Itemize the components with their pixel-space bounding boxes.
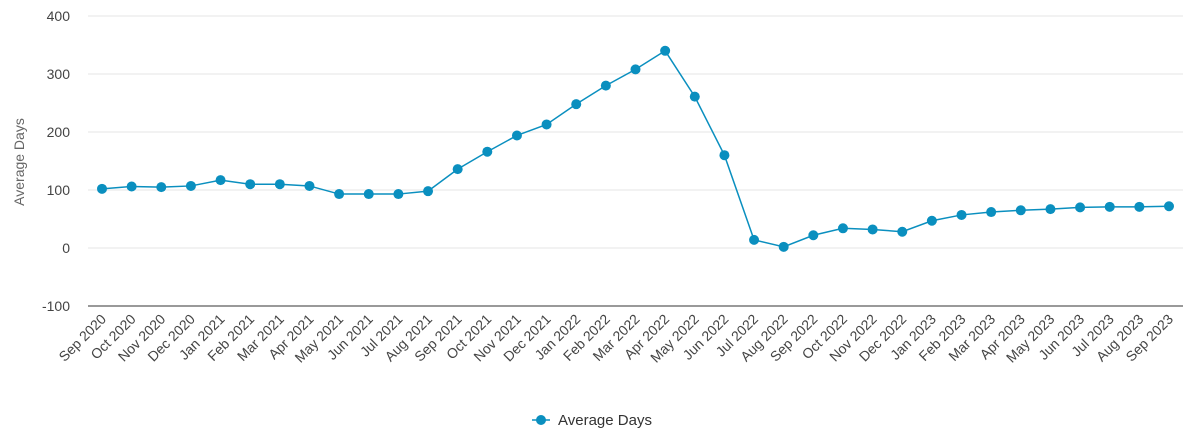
data-point[interactable] [393,189,404,200]
data-point[interactable] [541,119,552,130]
data-point[interactable] [1104,201,1115,212]
data-point[interactable] [986,207,997,218]
data-point[interactable] [600,80,611,91]
data-point[interactable] [956,209,967,220]
data-point[interactable] [808,230,819,241]
data-point[interactable] [215,175,226,186]
data-point[interactable] [926,215,937,226]
data-point[interactable] [185,180,196,191]
legend-swatch-marker [536,415,546,425]
data-point[interactable] [630,64,641,75]
y-axis-tick-labels: -100 0 100 200 300 400 [42,8,70,314]
y-axis-title: Average Days [11,118,27,206]
data-point[interactable] [749,234,760,245]
y-tick-label: 300 [47,66,71,82]
data-point[interactable] [719,150,730,161]
y-tick-label: 200 [47,124,71,140]
data-point[interactable] [1164,201,1174,212]
data-point[interactable] [245,179,256,190]
data-point[interactable] [511,130,522,141]
data-point[interactable] [482,146,493,157]
data-point[interactable] [897,226,908,237]
data-point[interactable] [778,241,789,252]
data-point[interactable] [274,179,285,190]
data-point[interactable] [97,183,107,194]
series-line-average-days [101,49,1170,248]
data-point[interactable] [571,99,582,110]
data-point[interactable] [1045,204,1056,215]
y-tick-label: 0 [62,240,70,256]
data-point[interactable] [156,182,167,193]
y-tick-label: 400 [47,8,71,24]
data-point[interactable] [126,181,137,192]
y-tick-label: -100 [42,298,70,314]
data-point[interactable] [837,223,848,234]
data-point[interactable] [1134,201,1145,212]
data-point[interactable] [867,224,878,235]
gridlines [88,15,1183,249]
data-point[interactable] [334,189,345,200]
data-point[interactable] [423,186,434,197]
data-points [97,45,1174,252]
legend-label: Average Days [558,412,652,429]
data-point[interactable] [452,164,463,175]
data-point[interactable] [1015,205,1026,216]
y-tick-label: 100 [47,182,71,198]
legend[interactable]: Average Days [532,412,652,429]
data-point[interactable] [660,45,671,56]
data-point[interactable] [363,189,374,200]
data-point[interactable] [689,91,700,102]
data-point[interactable] [1075,202,1086,213]
data-point[interactable] [304,180,315,191]
